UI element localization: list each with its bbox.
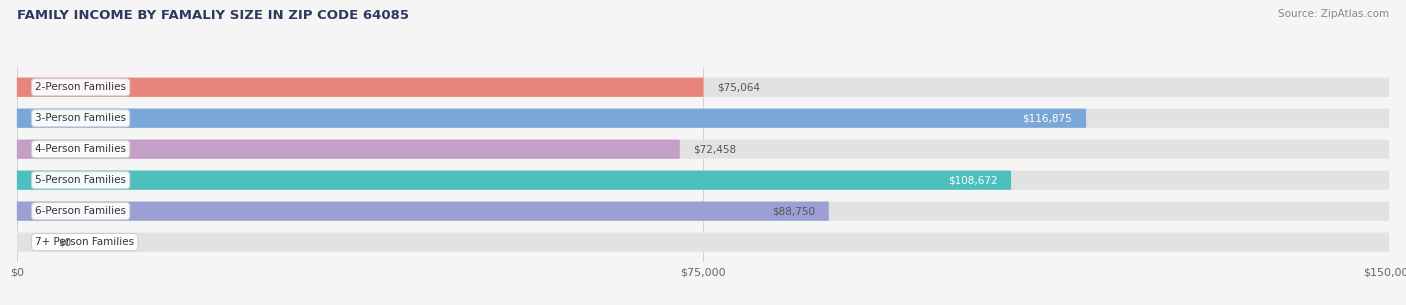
Text: $88,750: $88,750 [772, 206, 815, 216]
FancyBboxPatch shape [17, 109, 1389, 128]
Text: 5-Person Families: 5-Person Families [35, 175, 127, 185]
FancyBboxPatch shape [17, 202, 828, 221]
Text: $108,672: $108,672 [948, 175, 997, 185]
FancyBboxPatch shape [17, 140, 679, 159]
FancyBboxPatch shape [17, 78, 1389, 97]
Text: Source: ZipAtlas.com: Source: ZipAtlas.com [1278, 9, 1389, 19]
Text: 2-Person Families: 2-Person Families [35, 82, 127, 92]
Text: 7+ Person Families: 7+ Person Families [35, 237, 135, 247]
Text: $75,064: $75,064 [717, 82, 761, 92]
FancyBboxPatch shape [17, 78, 703, 97]
FancyBboxPatch shape [17, 140, 1389, 159]
Text: FAMILY INCOME BY FAMALIY SIZE IN ZIP CODE 64085: FAMILY INCOME BY FAMALIY SIZE IN ZIP COD… [17, 9, 409, 22]
Text: $116,875: $116,875 [1022, 113, 1073, 123]
Text: 6-Person Families: 6-Person Families [35, 206, 127, 216]
FancyBboxPatch shape [17, 202, 1389, 221]
Text: $0: $0 [58, 237, 72, 247]
FancyBboxPatch shape [17, 170, 1389, 190]
Text: $72,458: $72,458 [693, 144, 737, 154]
Text: 4-Person Families: 4-Person Families [35, 144, 127, 154]
FancyBboxPatch shape [17, 109, 1085, 128]
Text: 3-Person Families: 3-Person Families [35, 113, 127, 123]
FancyBboxPatch shape [17, 170, 1011, 190]
FancyBboxPatch shape [17, 232, 1389, 252]
